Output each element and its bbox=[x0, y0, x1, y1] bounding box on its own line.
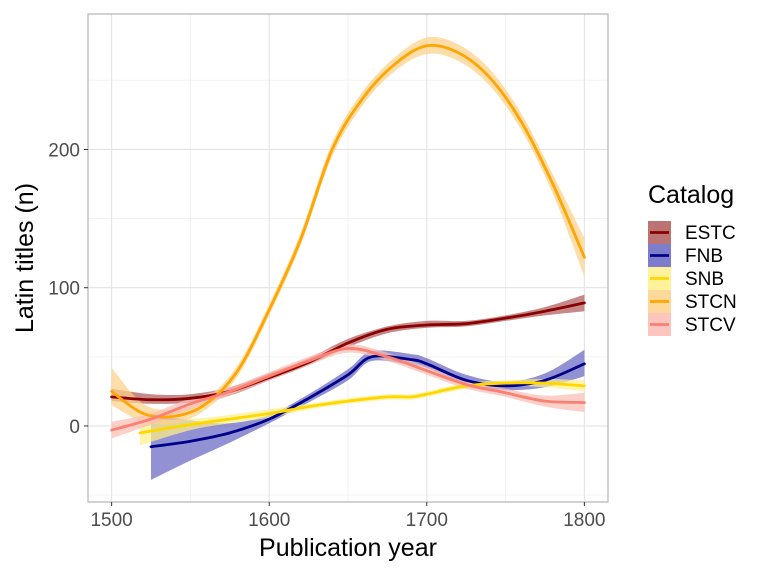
legend-label-estc: ESTC bbox=[685, 223, 736, 244]
legend-item-fnb: FNB bbox=[648, 244, 723, 267]
y-tick-label: 0 bbox=[69, 417, 80, 438]
line-snb bbox=[138, 381, 586, 435]
y-tick-label: 200 bbox=[48, 140, 80, 161]
legend-item-stcn: STCN bbox=[648, 290, 737, 313]
x-tick-label: 1700 bbox=[406, 510, 448, 531]
line-stcn bbox=[110, 43, 586, 419]
legend-label-fnb: FNB bbox=[685, 246, 723, 267]
band-snb bbox=[140, 379, 585, 446]
legend-title: Catalog bbox=[648, 181, 734, 209]
x-tick-label: 1600 bbox=[248, 510, 290, 531]
plot-area bbox=[87, 13, 609, 503]
line-stcv bbox=[110, 347, 586, 432]
line-fnb bbox=[149, 354, 586, 449]
x-axis-title: Publication year bbox=[259, 534, 437, 562]
legend-label-stcn: STCN bbox=[685, 292, 737, 313]
x-tick-label: 1500 bbox=[90, 510, 132, 531]
legend-label-snb: SNB bbox=[685, 269, 724, 290]
legend-label-stcv: STCV bbox=[685, 315, 736, 336]
band-estc bbox=[111, 294, 585, 404]
grid-minor bbox=[88, 14, 608, 502]
y-tick-label: 100 bbox=[48, 279, 80, 300]
series-lines bbox=[110, 43, 586, 449]
band-stcn bbox=[111, 36, 585, 425]
legend-item-stcv: STCV bbox=[648, 313, 736, 336]
legend-item-estc: ESTC bbox=[648, 221, 736, 244]
plot-border bbox=[87, 13, 609, 503]
x-axis-ticks: 1500 1600 1700 1800 bbox=[90, 502, 606, 531]
legend-item-snb: SNB bbox=[648, 267, 724, 290]
line-estc bbox=[110, 301, 586, 402]
y-axis-ticks: 0 100 200 bbox=[48, 140, 88, 438]
x-tick-label: 1800 bbox=[563, 510, 605, 531]
y-axis-title: Latin titles (n) bbox=[11, 183, 39, 333]
band-stcv bbox=[111, 344, 585, 439]
